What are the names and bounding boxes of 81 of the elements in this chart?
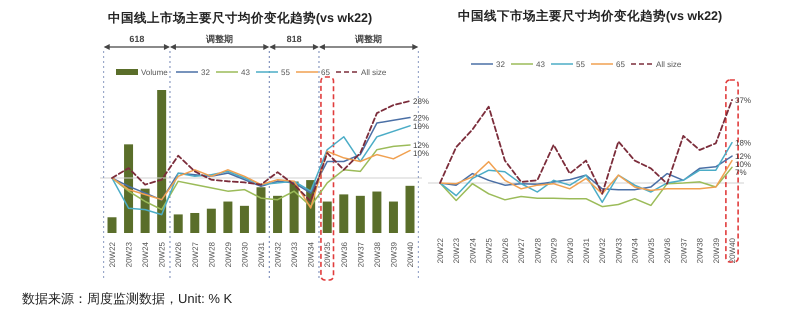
x-tick-label: 20W36 — [340, 241, 349, 268]
text: 618 — [129, 34, 144, 44]
data-label: 18% — [735, 138, 752, 148]
legend-label: 43 — [536, 60, 546, 69]
text: 818 — [286, 34, 302, 44]
bar — [406, 186, 414, 233]
bar — [372, 192, 382, 233]
bar — [322, 202, 332, 233]
data-label: 7% — [735, 168, 747, 178]
bar — [190, 212, 200, 233]
data-label: 12% — [413, 141, 430, 150]
x-tick-label: 20W37 — [356, 241, 366, 268]
legend-label: All size — [656, 60, 682, 69]
data-label: 28% — [413, 97, 430, 106]
x-tick-label: 20W24 — [141, 241, 150, 268]
legend-label: 65 — [321, 68, 330, 77]
x-tick-label: 20W26 — [500, 237, 510, 264]
data-label: 10% — [413, 149, 430, 158]
x-tick-label: 20W30 — [566, 237, 575, 264]
bar — [356, 196, 365, 233]
text: 调整期 — [354, 34, 382, 44]
x-tick-label: 20W35 — [323, 241, 332, 268]
x-tick-label: 20W25 — [158, 241, 167, 268]
x-tick-label: 20W22 — [108, 241, 117, 268]
x-tick-label: 20W29 — [550, 237, 559, 264]
source-note: 数据来源：周度监测数据，Unit: % K — [22, 291, 233, 306]
x-tick-label: 20W25 — [484, 237, 494, 264]
x-tick-label: 20W40 — [728, 237, 737, 264]
x-tick-label: 20W32 — [274, 241, 283, 268]
bar — [240, 206, 249, 233]
x-tick-label: 20W28 — [533, 237, 542, 264]
bar — [388, 202, 398, 233]
x-tick-label: 20W36 — [663, 237, 672, 264]
x-tick-label: 20W27 — [517, 237, 526, 264]
x-tick-label: 20W31 — [257, 241, 266, 268]
x-tick-label: 20W30 — [240, 241, 250, 268]
bar — [339, 194, 348, 233]
x-tick-label: 20W26 — [174, 241, 184, 268]
bar — [273, 196, 282, 233]
x-tick-label: 20W28 — [207, 241, 216, 268]
x-tick-label: 20W29 — [224, 241, 233, 268]
x-tick-label: 20W22 — [436, 237, 445, 264]
x-tick-label: 20W31 — [582, 237, 591, 264]
x-tick-label: 20W32 — [598, 237, 608, 264]
x-tick-label: 20W23 — [452, 237, 462, 264]
x-tick-label: 20W33 — [614, 237, 624, 264]
text: 调整期 — [205, 34, 234, 44]
x-tick-label: 20W38 — [696, 237, 705, 264]
x-tick-label: 20W33 — [290, 241, 300, 268]
chart-title: 中国线下市场主要尺寸均价变化趋势(vs wk22) — [458, 8, 722, 23]
legend-label: 32 — [496, 60, 506, 69]
bar — [108, 217, 116, 233]
x-tick-label: 20W38 — [372, 241, 382, 268]
x-tick-label: 20W23 — [124, 241, 134, 268]
bar — [256, 187, 266, 233]
legend-label: All size — [361, 68, 387, 77]
data-label: 37% — [735, 96, 752, 105]
legend-label: 65 — [616, 60, 626, 69]
legend-label: 32 — [201, 68, 210, 77]
x-tick-label: 20W27 — [190, 241, 200, 268]
data-label: 19% — [413, 122, 430, 131]
data-label: 10% — [735, 160, 752, 170]
x-tick-label: 20W39 — [712, 237, 721, 264]
legend-label: 43 — [241, 68, 250, 77]
x-tick-label: 20W40 — [406, 241, 415, 268]
bar — [206, 208, 216, 233]
x-tick-label: 20W39 — [389, 241, 398, 268]
bar — [223, 202, 232, 233]
legend-label: 55 — [281, 68, 290, 77]
chart-title: 中国线上市场主要尺寸均价变化趋势(vs wk22) — [108, 10, 372, 25]
bar — [174, 214, 183, 233]
data-label: 12% — [735, 152, 752, 162]
legend-label: Volume — [141, 68, 168, 77]
data-label: 22% — [413, 114, 430, 122]
x-tick-label: 20W37 — [679, 237, 688, 264]
x-tick-label: 20W34 — [630, 237, 640, 264]
x-tick-label: 20W24 — [468, 237, 478, 264]
bar — [157, 90, 166, 233]
x-tick-label: 20W34 — [306, 241, 316, 268]
legend-label: 55 — [576, 60, 586, 69]
x-tick-label: 20W35 — [646, 237, 656, 264]
